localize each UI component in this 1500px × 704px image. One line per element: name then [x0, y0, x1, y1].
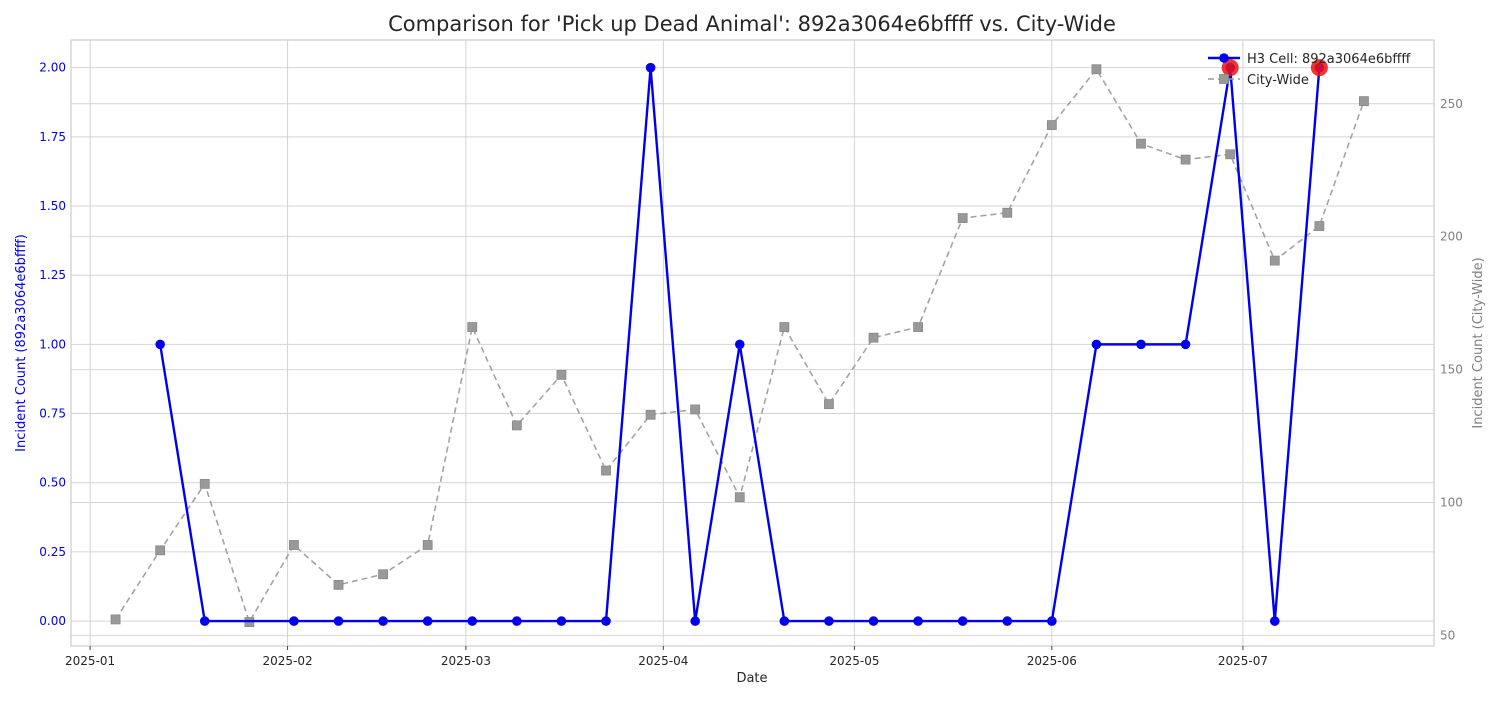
- h3-cell-point: [868, 616, 879, 626]
- chart-title: Comparison for 'Pick up Dead Animal': 89…: [388, 12, 1116, 36]
- plot-frame: [70, 39, 1435, 647]
- h3-cell-point: [199, 616, 210, 626]
- city-wide-point: [734, 492, 745, 503]
- y-axis-left-label: Incident Count (892a3064e6bffff): [14, 234, 29, 452]
- y-left-tick-label: 2.00: [39, 61, 66, 75]
- city-wide-point: [1269, 255, 1280, 266]
- city-wide-point: [1091, 64, 1102, 75]
- y-right-tick-label: 50: [1440, 628, 1455, 642]
- highlight-point: [1310, 59, 1328, 77]
- h3-cell-point: [779, 616, 790, 626]
- h3-cell-point: [690, 616, 700, 626]
- city-wide-point: [289, 540, 299, 550]
- h3-cell-point: [913, 616, 923, 626]
- y-left-tick-label: 1.75: [39, 130, 66, 144]
- h3-cell-point: [1047, 616, 1057, 626]
- city-wide-point: [378, 569, 388, 580]
- y-axis-right-label: Incident Count (City-Wide): [1471, 257, 1486, 428]
- x-tick-label: 2025-04: [638, 654, 688, 668]
- x-tick-label: 2025-03: [441, 654, 491, 668]
- h3-cell-point: [645, 62, 656, 73]
- city-wide-point: [1002, 207, 1013, 218]
- legend-marker-h3-cell: [1219, 53, 1229, 63]
- city-wide-point: [556, 369, 567, 380]
- y-left-tick-label: 0.75: [39, 407, 66, 421]
- city-wide-point: [1225, 149, 1236, 160]
- city-wide-point: [155, 545, 166, 556]
- x-axis-label: Date: [736, 671, 767, 686]
- h3-cell-point: [289, 616, 299, 626]
- city-wide-point: [824, 399, 834, 410]
- h3-cell-point: [467, 616, 478, 626]
- h3-cell-point: [1136, 339, 1146, 350]
- h3-cell-point: [1091, 339, 1102, 350]
- h3-cell-line: [158, 67, 1321, 623]
- legend-marker-city-wide: [1219, 74, 1229, 84]
- x-tick-label: 2025-02: [262, 654, 312, 668]
- y-right-tick-label: 150: [1440, 363, 1463, 377]
- city-wide-point: [601, 465, 611, 476]
- city-wide-point: [1314, 221, 1325, 231]
- h3-cell-point: [333, 616, 344, 626]
- city-wide-point: [1359, 96, 1369, 107]
- city-wide-point: [1136, 138, 1146, 149]
- city-wide-point: [957, 213, 968, 223]
- x-tick-label: 2025-05: [829, 654, 879, 668]
- city-wide-point: [467, 322, 478, 332]
- y-right-tick-label: 100: [1440, 495, 1463, 509]
- series-layer: [110, 59, 1369, 627]
- h3-cell-point: [957, 616, 968, 626]
- city-wide-point: [422, 540, 433, 550]
- h3-cell-point: [512, 616, 522, 626]
- city-wide-point: [913, 322, 923, 332]
- x-tick-label: 2025-07: [1218, 654, 1268, 668]
- y-left-tick-label: 0.25: [39, 545, 66, 559]
- city-wide-point: [779, 322, 790, 332]
- city-wide-point: [333, 579, 344, 590]
- h3-cell-point: [1180, 339, 1191, 350]
- y-left-tick-label: 1.50: [39, 199, 66, 213]
- h3-cell-point: [1269, 616, 1280, 626]
- axes: 2025-01 2025-02 2025-03 2025-04 2025-05 2025-…: [39, 61, 1463, 668]
- city-wide-point: [690, 404, 701, 415]
- city-wide-point: [199, 478, 210, 489]
- h3-cell-point: [601, 616, 611, 626]
- h3-cell-point: [155, 339, 165, 350]
- h3-cell-point: [422, 616, 433, 626]
- legend-label-h3-cell: H3 Cell: 892a3064e6bffff: [1247, 52, 1411, 67]
- city-wide-point: [1046, 120, 1057, 130]
- city-wide-point: [511, 420, 522, 431]
- h3-cell-point: [824, 616, 834, 626]
- y-left-tick-label: 0.50: [39, 476, 66, 490]
- y-left-tick-label: 1.00: [39, 337, 66, 351]
- h3-cell-point: [734, 339, 745, 350]
- y-left-tick-label: 0.00: [39, 614, 66, 628]
- y-left-tick-label: 1.25: [39, 268, 66, 282]
- city-wide-point: [1180, 154, 1191, 165]
- y-right-tick-label: 250: [1440, 97, 1463, 111]
- city-wide-point: [645, 409, 656, 420]
- h3-cell-point: [1002, 616, 1013, 626]
- legend-label-city-wide: City-Wide: [1247, 73, 1309, 88]
- highlight-point: [1221, 59, 1239, 77]
- y-right-tick-label: 200: [1440, 230, 1463, 244]
- x-tick-label: 2025-06: [1027, 654, 1077, 668]
- x-tick-label: 2025-01: [65, 654, 115, 668]
- h3-cell-point: [378, 616, 388, 626]
- city-wide-point: [110, 614, 121, 625]
- h3-cell-point: [556, 616, 567, 626]
- city-wide-point: [868, 332, 879, 343]
- legend: H3 Cell: 892a3064e6bffff City-Wide: [1208, 52, 1411, 88]
